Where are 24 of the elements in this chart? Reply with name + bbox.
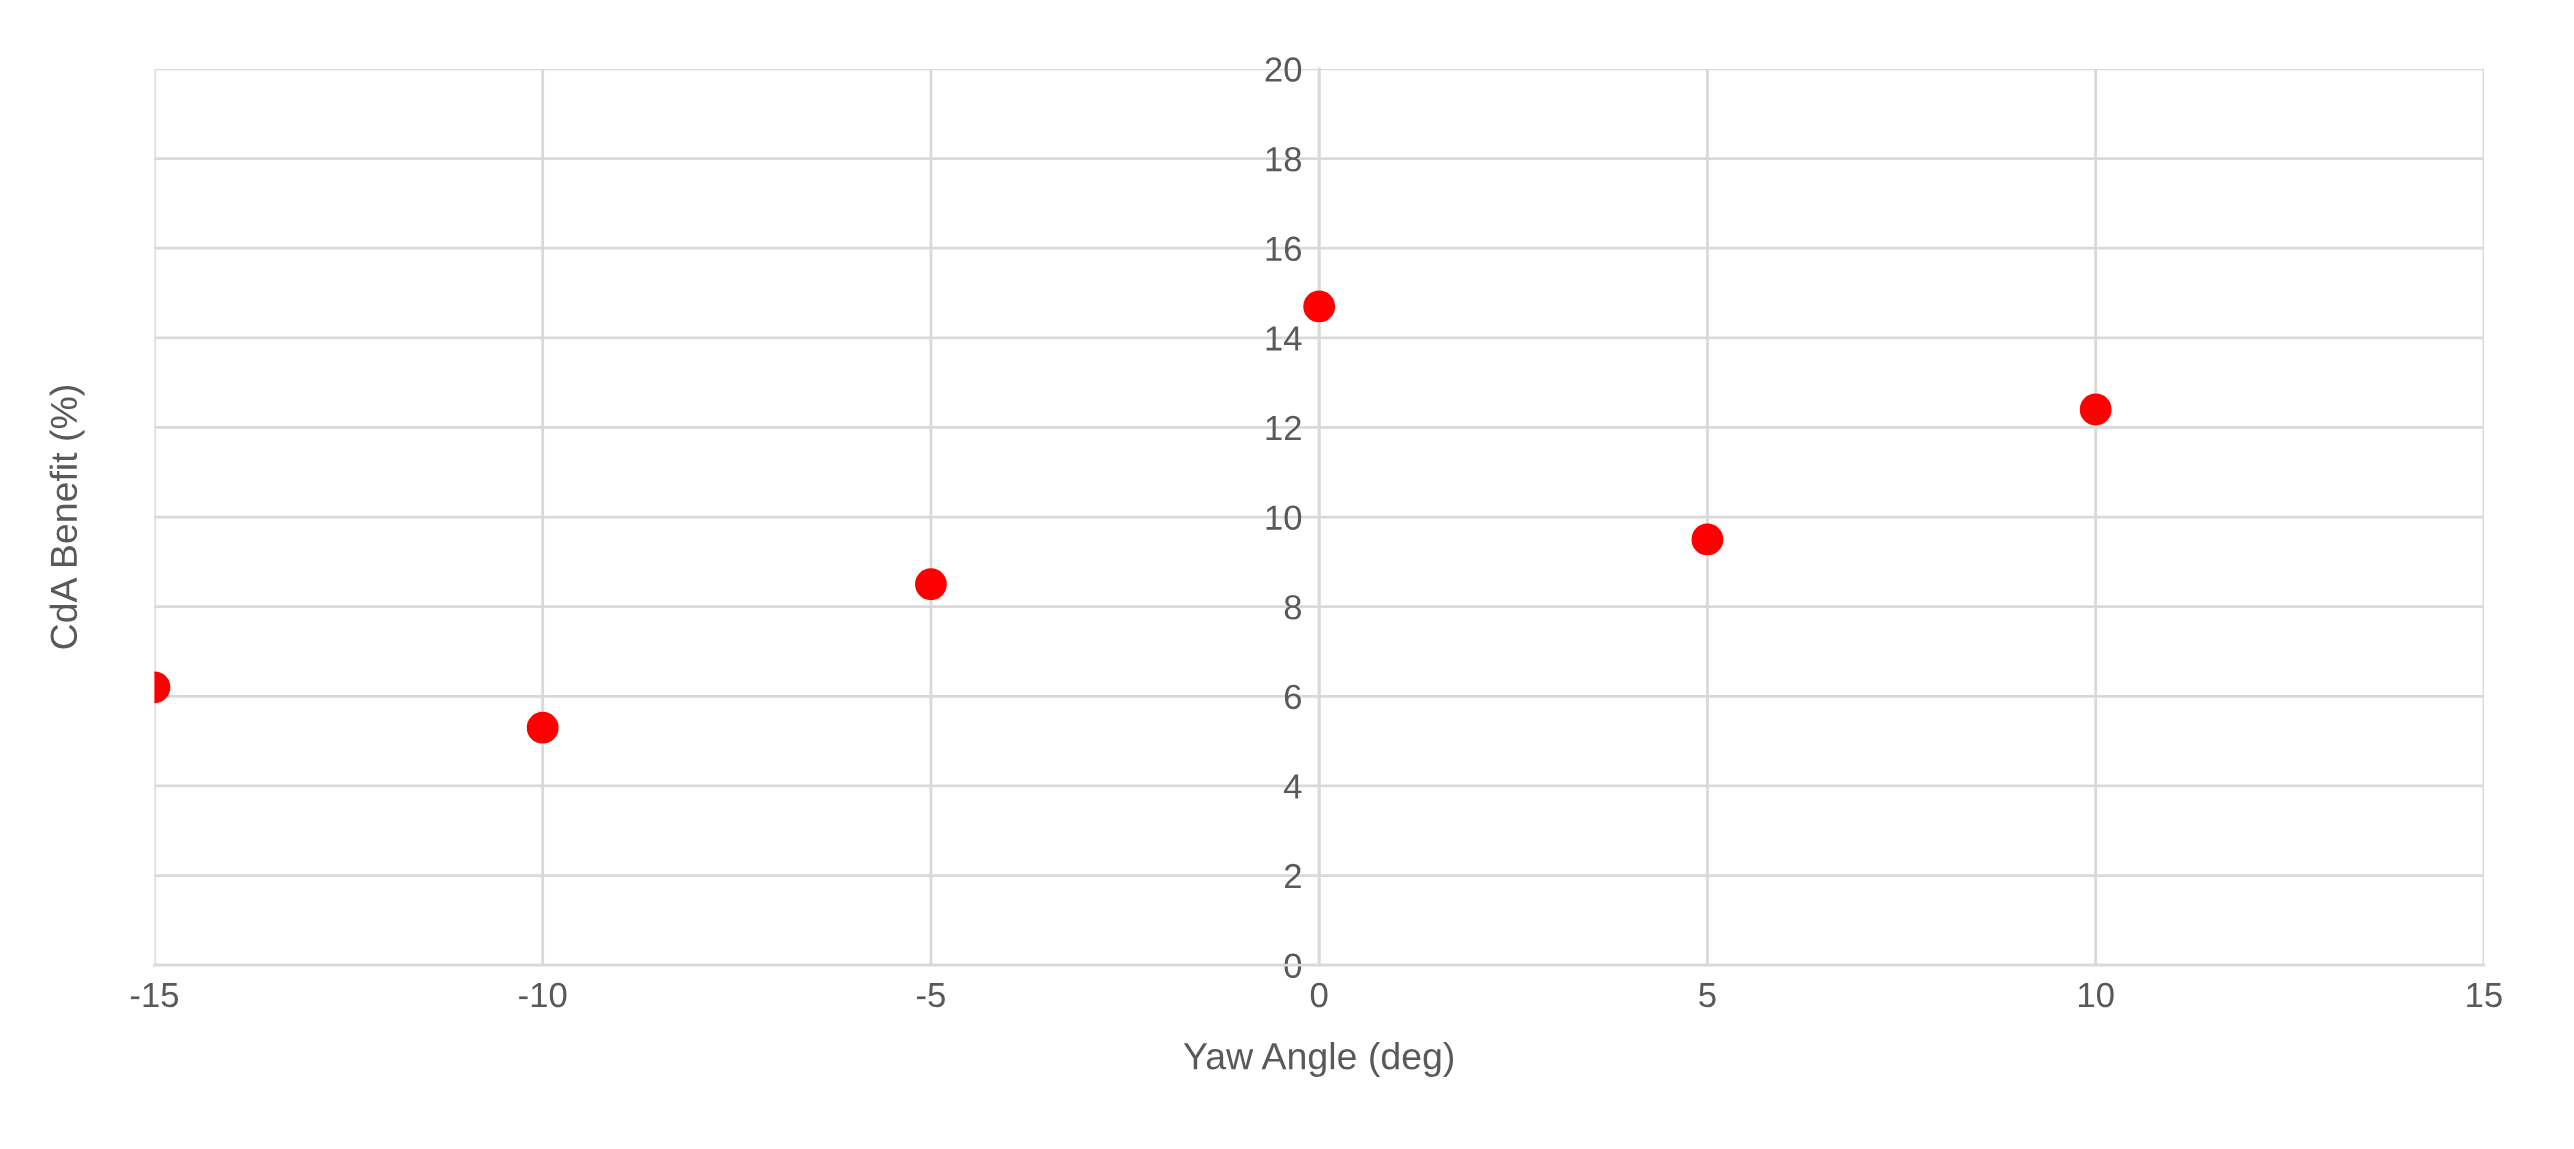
y-tick-label: 16: [1266, 236, 1301, 262]
y-tick-label: 2: [1284, 863, 1301, 889]
y-tick-label: 12: [1266, 415, 1301, 441]
x-axis-title: Yaw Angle (deg): [1183, 1041, 1454, 1077]
point: [1303, 290, 1336, 323]
x-tick-label: 15: [2467, 983, 2502, 1008]
x-tick-label: -15: [130, 983, 179, 1008]
x-tick-label: 10: [2079, 982, 2114, 1008]
y-tick-label: 10: [1266, 505, 1302, 530]
y-tick-label: 4: [1284, 774, 1302, 799]
y-tick-label: 20: [1265, 57, 1302, 82]
point: [915, 568, 947, 601]
x-tick-label: 5: [1699, 983, 1716, 1008]
y-tick-label: 18: [1266, 146, 1301, 172]
y-tick-label: 8: [1284, 595, 1301, 620]
point: [2079, 393, 2112, 426]
y-axis-title: CdA Benefit (%): [49, 385, 85, 649]
x-tick-label: 0: [1310, 982, 1328, 1008]
x-tick-label: -5: [917, 983, 945, 1008]
point: [1691, 523, 1724, 556]
y-tick-label: 14: [1266, 326, 1302, 351]
y-tick-label: 6: [1284, 684, 1301, 710]
x-tick-label: -10: [519, 982, 567, 1008]
point: [526, 711, 559, 744]
